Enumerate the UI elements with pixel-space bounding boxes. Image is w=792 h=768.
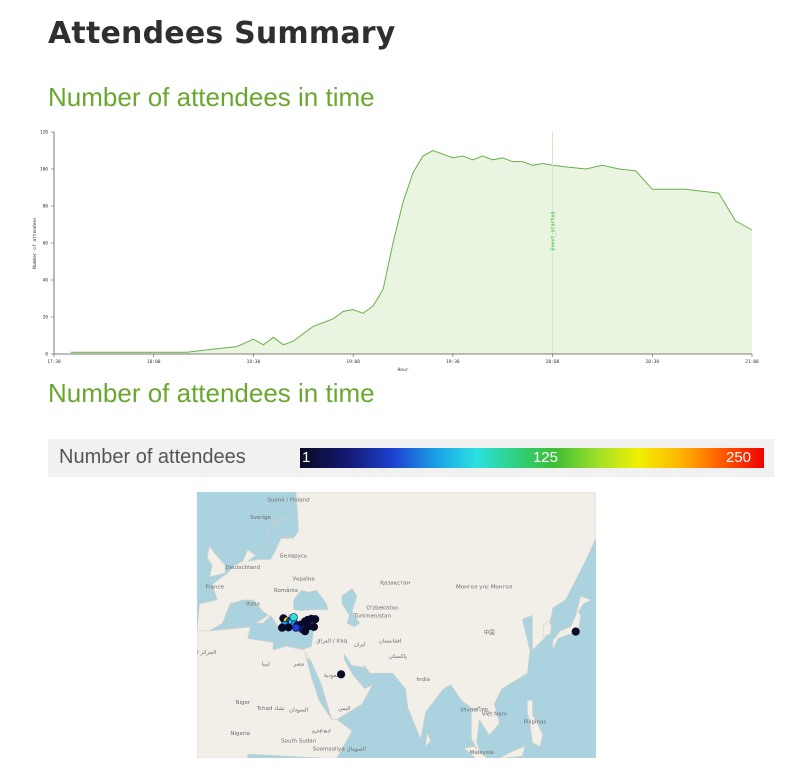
y-tick-label: 40 [43, 278, 49, 284]
x-tick-label: 21:00 [745, 359, 759, 365]
attendee-location-marker[interactable] [571, 627, 580, 636]
x-tick-label: 20:30 [646, 359, 660, 365]
x-axis-label: Hour [398, 367, 409, 373]
land-philippines [527, 699, 543, 747]
section-title-attendees-map: Number of attendees in time [48, 378, 375, 408]
y-tick-label: 0 [45, 352, 48, 358]
land-borneo [499, 745, 526, 758]
map-place-label: پاکستان [389, 653, 408, 660]
map-place-label: Türkmenistan [353, 613, 392, 619]
map-place-label: Suomi / Finland [267, 498, 309, 504]
sea-mediterranean [209, 599, 315, 651]
y-tick-label: 80 [43, 204, 49, 210]
map-place-label: Монгол улс Монгол [456, 584, 513, 590]
land-japan [552, 595, 592, 651]
map-place-label: Україна [293, 577, 315, 583]
map-place-label: السودان [289, 708, 308, 714]
sea-persian-gulf [344, 652, 365, 678]
map-place-label: Italia [246, 602, 260, 608]
attendee-location-marker[interactable] [284, 623, 293, 632]
annotation-label: Event_started [551, 211, 557, 250]
map-place-label: Deutschland [225, 565, 260, 571]
map-place-label: مصر [292, 661, 304, 667]
map-place-label: România [274, 587, 298, 594]
y-axis-label: Number of attendees [32, 217, 38, 269]
page-title: Attendees Summary [48, 16, 396, 51]
y-tick-label: 60 [43, 241, 49, 247]
attendee-location-marker[interactable] [289, 613, 298, 622]
map-place-label: Soomaaliya الصومال [313, 746, 367, 752]
attendee-location-marker[interactable] [291, 623, 301, 632]
y-tick-label: 100 [40, 167, 48, 173]
color-legend: Number of attendees 1 125 250 [48, 439, 774, 477]
sea-baltic [247, 516, 294, 562]
map-place-label: Pilipinas [524, 719, 547, 725]
map-place-label: Қазақстан [380, 581, 410, 587]
sea-red [304, 653, 332, 720]
map-place-label: ria / الجزائر [197, 650, 217, 656]
x-tick-label: 18:00 [147, 359, 161, 365]
map-place-label: Tchad تشاد [256, 706, 286, 712]
map-place-label: Malaysia [470, 750, 494, 756]
legend-label: Number of attendees [59, 446, 246, 468]
land-korea [542, 620, 552, 638]
map-place-label: اليمن [338, 706, 351, 712]
map-place-label: ኢትዮጵያ [312, 729, 332, 735]
scale-tick-max: 250 [726, 449, 752, 466]
map-place-label: السعودية [324, 673, 345, 679]
series-line [70, 149, 753, 353]
series-area-fill [70, 150, 753, 354]
y-tick-label: 120 [40, 130, 48, 136]
sea-caspian [341, 587, 361, 628]
map-place-label: Nigeria [230, 731, 250, 737]
land-sumatra [463, 746, 488, 758]
map-place-label: 中国 [484, 629, 496, 637]
land-britain [206, 545, 226, 578]
map-place-label: South Sudan [281, 739, 317, 745]
land-sri-lanka [425, 731, 432, 748]
map-place-label: ایران [354, 642, 366, 648]
map-place-label: Việt Nam [482, 711, 507, 718]
attendee-location-marker[interactable] [309, 622, 318, 631]
attendee-location-marker[interactable] [300, 627, 310, 636]
attendees-map[interactable]: Suomi / Finland Sverige Беларусь Deutschlan… [197, 492, 596, 758]
map-place-label: ประเทศไทย [460, 707, 488, 714]
y-tick-label: 20 [43, 315, 49, 321]
color-scale-gradient: 1 125 250 [300, 448, 764, 468]
map-place-label: O'zbekiston [366, 606, 399, 612]
map-place-label: Sverige [250, 515, 271, 521]
map-place-label: ليبيا [261, 661, 270, 667]
map-place-label: Niger [235, 700, 251, 706]
scale-tick-min: 1 [302, 449, 311, 466]
section-title-attendees-chart: Number of attendees in time [48, 82, 375, 112]
map-place-label: افغانستان [379, 638, 402, 644]
x-tick-label: 19:30 [446, 359, 460, 365]
x-tick-label: 19:00 [346, 359, 360, 365]
map-place-label: France [206, 584, 225, 590]
sea-black [293, 589, 329, 612]
x-tick-label: 20:00 [546, 359, 560, 365]
scale-tick-mid: 125 [533, 449, 559, 466]
attendee-location-marker[interactable] [311, 615, 320, 624]
attendees-area-chart: Event_started 0 20 40 60 80 100 120 17:30 18:00 18… [30, 128, 760, 374]
map-place-label: India [416, 677, 430, 683]
x-tick-label: 18:30 [247, 359, 261, 365]
attendee-location-marker[interactable] [337, 670, 346, 679]
map-place-label: Беларусь [280, 554, 307, 560]
x-tick-label: 17:30 [47, 359, 61, 365]
map-place-label: العراق / Iraq [316, 638, 347, 644]
